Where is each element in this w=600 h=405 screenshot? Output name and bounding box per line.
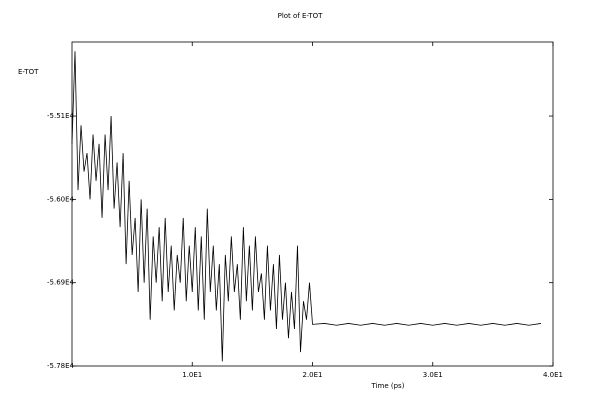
x-tick-label: 2.0E1 bbox=[302, 371, 322, 379]
y-tick-label: -5.51E4 bbox=[47, 112, 75, 120]
y-tick-label: -5.78E4 bbox=[47, 362, 75, 370]
data-line bbox=[71, 51, 542, 362]
y-axis-label: E-TOT bbox=[18, 68, 39, 76]
x-tick-label: 3.0E1 bbox=[423, 371, 443, 379]
y-tick-label: -5.69E4 bbox=[47, 279, 75, 287]
x-axis-label: Time (ps) bbox=[371, 382, 405, 390]
x-tick-label: 4.0E1 bbox=[543, 371, 563, 379]
x-tick-label: 1.0E1 bbox=[182, 371, 202, 379]
chart-title: Plot of E-TOT bbox=[278, 12, 323, 20]
plot-frame bbox=[71, 41, 554, 367]
y-tick-label: -5.60E4 bbox=[47, 195, 75, 203]
